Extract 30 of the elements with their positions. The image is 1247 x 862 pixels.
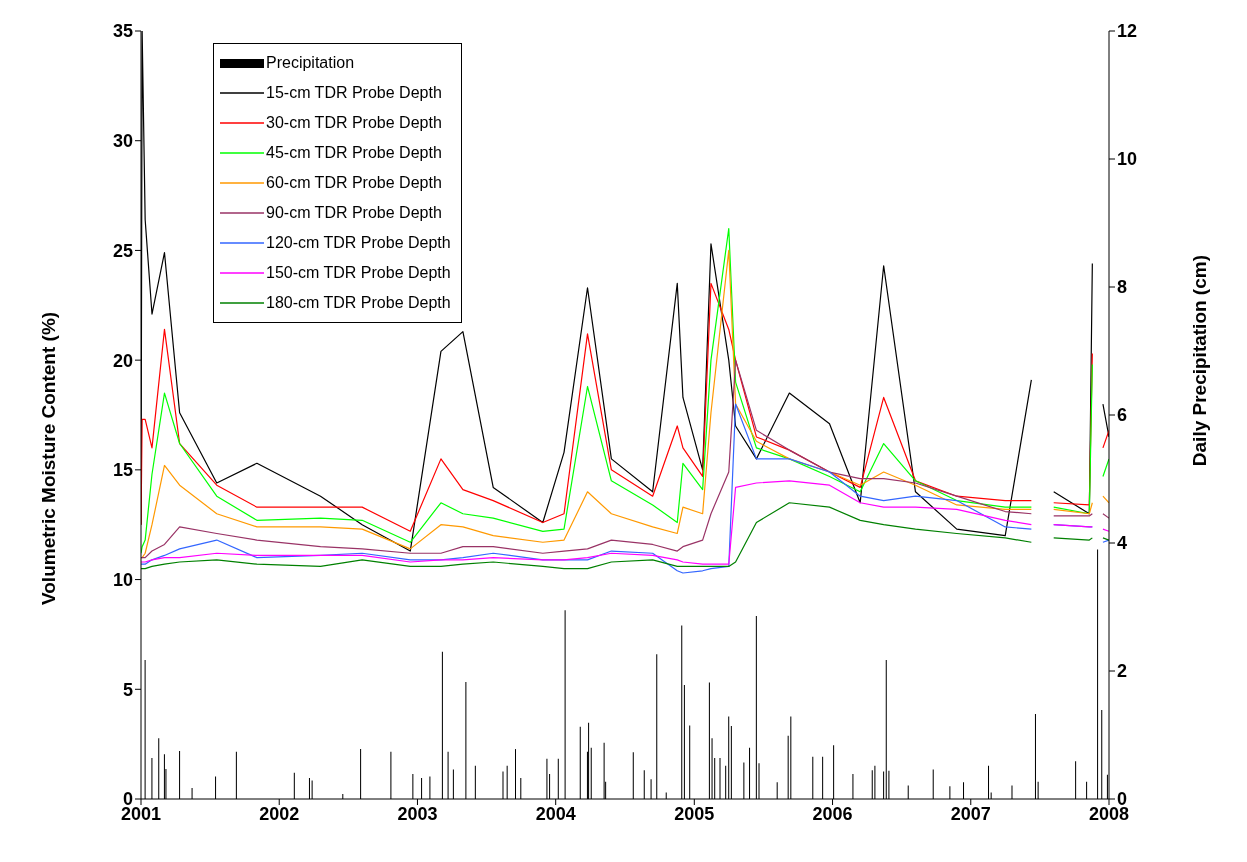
- y2-tick-label: 2: [1117, 661, 1128, 682]
- y2-tick-label: 10: [1117, 149, 1138, 170]
- y-tick-label: 30: [112, 131, 133, 152]
- y-tick-label: 10: [112, 569, 133, 590]
- legend-label: 180-cm TDR Probe Depth: [266, 294, 451, 312]
- legend-label: 45-cm TDR Probe Depth: [266, 144, 442, 162]
- legend-label: 60-cm TDR Probe Depth: [266, 174, 442, 192]
- x-tick-label: 2002: [259, 803, 300, 824]
- y2-tick-label: 12: [1117, 21, 1138, 42]
- y-tick-label: 15: [112, 460, 133, 481]
- y2-axis-title: Daily Precipitation (cm): [1188, 255, 1210, 467]
- x-tick-label: 2003: [397, 803, 438, 824]
- x-tick-label: 2007: [950, 803, 991, 824]
- y2-tick-label: 8: [1117, 277, 1128, 298]
- y-tick-label: 25: [112, 240, 133, 261]
- y2-tick-label: 4: [1117, 533, 1128, 554]
- x-tick-label: 2005: [674, 803, 715, 824]
- legend-label: 150-cm TDR Probe Depth: [266, 264, 451, 282]
- legend-label: 15-cm TDR Probe Depth: [266, 84, 442, 102]
- y-tick-label: 35: [112, 21, 133, 42]
- y2-tick-label: 6: [1117, 405, 1128, 426]
- x-tick-label: 2004: [535, 803, 576, 824]
- legend-label: 90-cm TDR Probe Depth: [266, 204, 442, 222]
- y-tick-label: 20: [112, 350, 133, 371]
- legend-label: 30-cm TDR Probe Depth: [266, 114, 442, 132]
- y-axis-title: Volumetric Moisture Content (%): [37, 311, 59, 605]
- y-tick-label: 5: [122, 679, 133, 700]
- legend-label: Precipitation: [266, 54, 355, 72]
- x-tick-label: 2006: [812, 803, 853, 824]
- legend-label: 120-cm TDR Probe Depth: [266, 234, 451, 252]
